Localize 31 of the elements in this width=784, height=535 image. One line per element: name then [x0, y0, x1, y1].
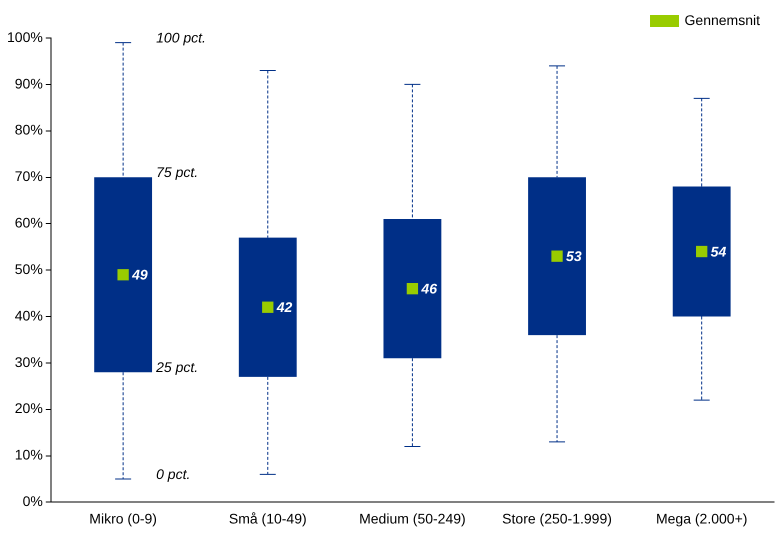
data-label: 54 [710, 243, 726, 260]
point [406, 283, 418, 294]
annotation: 25 pct. [155, 359, 198, 376]
data-label: 53 [566, 248, 582, 264]
x-tick-label: Små (10-49) [228, 510, 307, 526]
annotation: 75 pct. [156, 164, 198, 180]
point [696, 246, 708, 258]
legend-label: Gennemsnit [684, 12, 760, 28]
y-tick-label: 30% [14, 354, 43, 370]
data-label: 46 [420, 280, 438, 297]
point [262, 302, 274, 313]
data-label: 42 [276, 299, 293, 316]
x-tick-label: Mega (2.000+) [656, 510, 748, 526]
y-tick-label: 10% [14, 446, 43, 463]
x-tick-label: Medium (50-249) [359, 510, 466, 526]
x-tick-label: Store (250-1.999) [502, 510, 612, 526]
y-tick-label: 70% [14, 168, 43, 184]
y-tick-label: 100% [6, 28, 43, 45]
annotation: 0 pct. [156, 466, 190, 482]
point [117, 269, 129, 280]
y-tick-label: 40% [14, 307, 43, 324]
x-tick-label: Mikro (0-9) [89, 510, 157, 526]
annotation: 100 pct. [156, 30, 206, 46]
y-tick-label: 50% [14, 260, 43, 277]
y-tick-label: 20% [14, 400, 43, 416]
point [551, 250, 563, 262]
data-label: 49 [131, 266, 148, 283]
y-tick-label: 0% [22, 493, 43, 510]
y-tick-label: 90% [14, 75, 43, 92]
y-tick-label: 80% [14, 122, 43, 138]
y-tick-label: 60% [14, 214, 43, 231]
